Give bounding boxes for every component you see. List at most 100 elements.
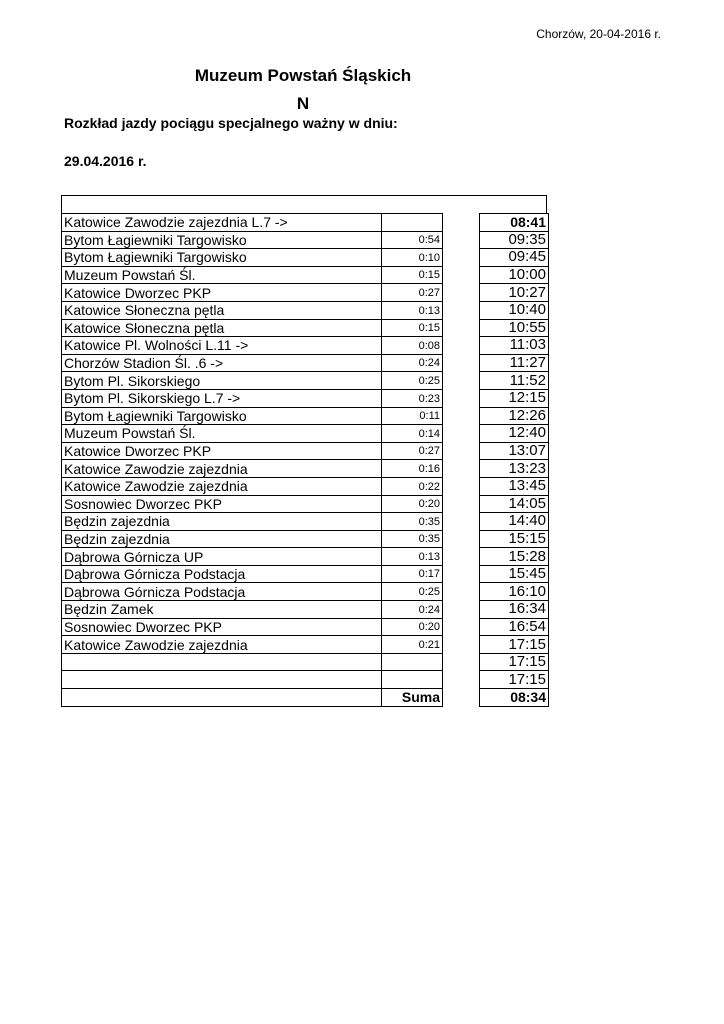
table-row: Chorzów Stadion Śl. .6 -> 0:24 11:27: [61, 353, 549, 373]
table-row: Bytom Łagiewniki Targowisko 0:10 09:45: [61, 248, 549, 267]
stop-name: Bytom Pl. Sikorskiego: [61, 371, 382, 390]
spacer-cell: [442, 477, 480, 495]
time: 11:03: [479, 336, 549, 355]
spacer-cell: [442, 547, 480, 566]
stop-name: Bytom Pl. Sikorskiego L.7 ->: [61, 388, 382, 408]
stop-name: Katowice Słoneczna pętla: [61, 300, 382, 320]
time: 11:52: [479, 371, 549, 390]
spacer-cell: [442, 301, 480, 320]
stop-name: Muzeum Powstań Śl.: [61, 265, 382, 285]
table-row: Dąbrowa Górnicza Podstacja 0:17 15:45: [61, 564, 549, 584]
table-row: Katowice Dworzec PKP 0:27 13:07: [61, 441, 549, 461]
table-row: Dąbrowa Górnicza UP 0:13 15:28: [61, 547, 549, 566]
time: 15:28: [479, 547, 549, 566]
stop-name: Dąbrowa Górnicza Podstacja: [61, 564, 382, 584]
time: 17:15: [479, 652, 549, 672]
stop-name: Katowice Zawodzie zajezdnia: [61, 459, 382, 478]
stop-name: Katowice Zawodzie zajezdnia: [61, 476, 382, 496]
table-row: Katowice Dworzec PKP 0:27 10:27: [61, 283, 549, 302]
subtitle: Rozkład jazdy pociągu specjalnego ważny …: [64, 115, 398, 131]
stop-name: Muzeum Powstań Śl.: [61, 424, 382, 443]
sum-label: Suma: [381, 688, 443, 707]
table-row: Katowice Zawodzie zajezdnia 0:22 13:45: [61, 476, 549, 496]
spacer-cell: [442, 512, 480, 531]
spacer-cell: [442, 424, 480, 443]
time: 09:35: [479, 230, 549, 250]
spacer-cell: [442, 459, 480, 478]
stop-name: Bytom Łagiewniki Targowisko: [61, 230, 382, 250]
stop-name: Katowice Zawodzie zajezdnia: [61, 635, 382, 654]
duration: 0:15: [381, 265, 443, 285]
spacer-cell: [442, 354, 480, 372]
spacer-cell: [442, 231, 480, 249]
stop-name: Chorzów Stadion Śl. .6 ->: [61, 353, 382, 373]
stop-name: Sosnowiec Dworzec PKP: [61, 617, 382, 637]
time: 15:45: [479, 564, 549, 584]
stop-name: Katowice Słoneczna pętla: [61, 318, 382, 338]
time: 14:40: [479, 512, 549, 531]
duration: 0:54: [381, 230, 443, 250]
spacer-cell: [442, 565, 480, 583]
spacer-cell: [442, 336, 480, 355]
time: 12:15: [479, 388, 549, 408]
spacer-cell: [442, 582, 480, 601]
spacer-cell: [442, 283, 480, 302]
spacer-cell: [442, 635, 480, 654]
duration: 0:27: [381, 283, 443, 302]
duration: 0:17: [381, 564, 443, 584]
sum-value: 08:34: [479, 688, 549, 707]
duration: 0:16: [381, 459, 443, 478]
spacer-cell: [442, 407, 480, 425]
duration: [381, 670, 443, 690]
table-row: 17:15: [61, 652, 549, 672]
spacer-cell: [442, 688, 480, 707]
spacer-cell: [442, 600, 480, 619]
duration: 0:35: [381, 529, 443, 549]
time: 16:34: [479, 600, 549, 619]
stop-name: Sosnowiec Dworzec PKP: [61, 494, 382, 514]
spacer-cell: [442, 670, 480, 689]
table-row: Katowice Zawodzie zajezdnia 0:21 17:15: [61, 635, 549, 654]
stop-name: Katowice Zawodzie zajezdnia L.7 ->: [61, 213, 382, 232]
line-letter: N: [296, 94, 310, 113]
duration: 0:10: [381, 248, 443, 267]
spacer-cell: [442, 442, 480, 460]
stop-name: [61, 670, 382, 690]
table-row: Bytom Łagiewniki Targowisko 0:11 12:26: [61, 406, 549, 426]
duration: [381, 213, 443, 232]
duration: [381, 652, 443, 672]
spacer-cell: [442, 653, 480, 671]
duration: 0:22: [381, 476, 443, 496]
stop-name: Bytom Łagiewniki Targowisko: [61, 248, 382, 267]
spacer-cell: [442, 618, 480, 636]
time: 16:10: [479, 582, 549, 602]
table-row: Katowice Zawodzie zajezdnia L.7 -> 08:41: [61, 213, 549, 232]
table-row: Bytom Pl. Sikorskiego L.7 -> 0:23 12:15: [61, 388, 549, 408]
stop-name: Będzin Zamek: [61, 600, 382, 619]
duration: 0:13: [381, 547, 443, 566]
time: 13:07: [479, 441, 549, 461]
stop-name: [61, 652, 382, 672]
duration: 0:20: [381, 494, 443, 514]
table-row: Katowice Słoneczna pętla 0:15 10:55: [61, 318, 549, 338]
duration: 0:20: [381, 617, 443, 637]
spacer-cell: [442, 371, 480, 390]
table-row: Będzin zajezdnia 0:35 14:40: [61, 512, 549, 531]
stop-name: Katowice Pl. Wolności L.11 ->: [61, 336, 382, 355]
duration: 0:21: [381, 635, 443, 654]
spacer-cell: [442, 266, 480, 284]
sum-empty-cell: [61, 688, 382, 707]
table-row: Katowice Zawodzie zajezdnia 0:16 13:23: [61, 459, 549, 478]
spacer-cell: [442, 389, 480, 408]
duration: 0:14: [381, 424, 443, 443]
duration: 0:27: [381, 441, 443, 461]
time: 10:40: [479, 300, 549, 320]
duration: 0:11: [381, 406, 443, 426]
table-row: Muzeum Powstań Śl. 0:15 10:00: [61, 265, 549, 285]
table-row: Dąbrowa Górnicza Podstacja 0:25 16:10: [61, 582, 549, 602]
time: 17:15: [479, 635, 549, 654]
time: 13:23: [479, 459, 549, 478]
duration: 0:24: [381, 600, 443, 619]
stop-name: Bytom Łagiewniki Targowisko: [61, 406, 382, 426]
spacer-cell: [442, 495, 480, 513]
